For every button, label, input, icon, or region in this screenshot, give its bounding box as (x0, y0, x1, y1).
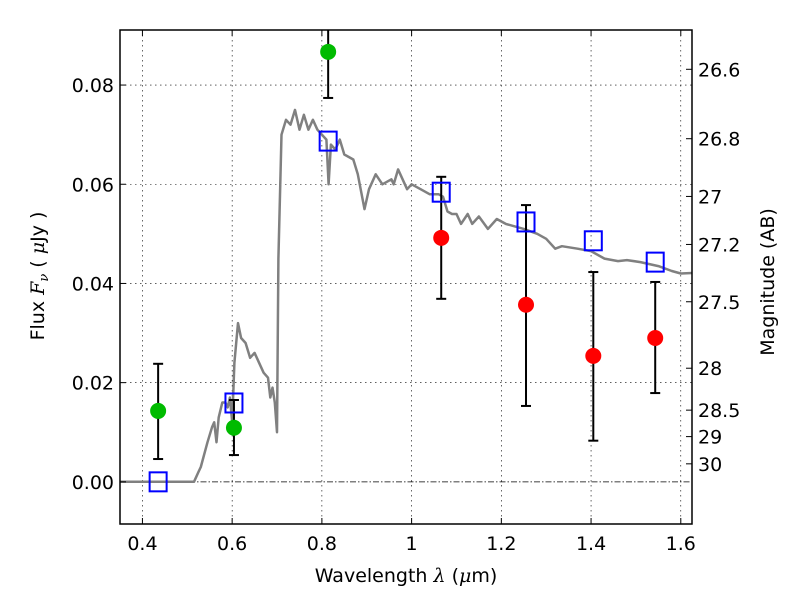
y2-tick-label: 26.6 (698, 59, 740, 81)
x-tick-label: 1.2 (486, 533, 516, 555)
y2-axis-title: Magnitude (AB) (757, 208, 779, 356)
model-square (224, 392, 244, 414)
data-point (320, 43, 337, 60)
data-point (585, 347, 602, 364)
x-tick-label: 1.6 (666, 533, 696, 555)
y-axis: 0.00 0.02 0.04 0.06 0.08 (72, 75, 126, 494)
x-tick-label: 0.6 (217, 533, 247, 555)
data-point (647, 330, 664, 347)
x-axis: 0.4 0.6 0.8 1 1.2 1.4 1.6 (127, 30, 696, 555)
y-tick-label: 0.02 (72, 373, 114, 395)
x-axis-title: Wavelength λ (μm) (315, 565, 498, 587)
x-tick-label: 1 (406, 533, 418, 555)
x-tick-label: 1.4 (576, 533, 606, 555)
y2-tick-label: 27 (698, 186, 722, 208)
x-tick-label: 0.4 (127, 533, 157, 555)
data-point (225, 419, 242, 436)
y2-tick-label: 29 (698, 427, 722, 449)
data-point (518, 296, 535, 313)
model-square (318, 130, 338, 152)
data-point (150, 402, 167, 419)
y2-tick-label: 28.5 (698, 400, 740, 422)
y-tick-label: 0.00 (72, 472, 114, 494)
spectrum-series (120, 108, 692, 484)
model-band-squares (148, 130, 665, 493)
y2-tick-label: 27.2 (698, 234, 740, 256)
model-square (148, 471, 168, 493)
plot-frame (119, 29, 693, 525)
y2-tick-label: 30 (698, 454, 722, 476)
x-tick-label: 0.8 (307, 533, 337, 555)
model-square (516, 211, 536, 233)
y-axis-title: Flux Fν ( μJy ) (27, 212, 52, 341)
y2-axis-magnitude: 26.6 26.8 27 27.2 27.5 28 28.5 29 30 (686, 59, 740, 476)
model-square (645, 251, 665, 273)
y-tick-label: 0.08 (72, 75, 114, 97)
plot-area (120, 30, 692, 493)
y2-tick-label: 26.8 (698, 129, 740, 151)
model-square (431, 181, 451, 203)
y2-tick-label: 27.5 (698, 292, 740, 314)
y-tick-label: 0.06 (72, 174, 114, 196)
spectrum-line (120, 108, 692, 484)
data-point (433, 229, 450, 246)
model-square (583, 230, 603, 252)
y2-tick-label: 28 (698, 358, 722, 380)
observed-points (150, 43, 664, 436)
y-tick-label: 0.04 (72, 273, 114, 295)
